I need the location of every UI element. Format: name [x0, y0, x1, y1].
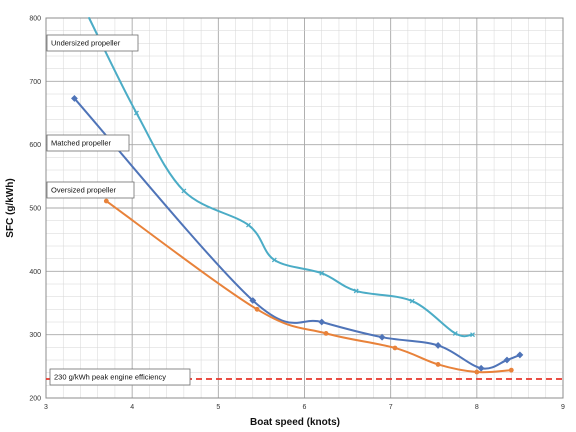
annotation-box-oversized [46, 181, 135, 199]
data-point-undersized [409, 298, 415, 304]
annotation-box-undersized [46, 34, 139, 52]
data-point-matched [503, 356, 511, 364]
data-point-oversized [474, 369, 480, 375]
y-tick-label: 600 [29, 142, 41, 149]
data-point-undersized [246, 222, 251, 228]
data-point-oversized [392, 345, 398, 351]
data-point-matched [434, 342, 442, 349]
data-point-oversized [323, 331, 329, 336]
data-point-matched [318, 318, 326, 326]
y-tick-label: 700 [29, 79, 41, 86]
data-point-undersized [470, 332, 475, 338]
annotation-label-undersized: Undersized propeller [51, 39, 121, 48]
y-tick-label: 300 [29, 332, 41, 339]
x-tick-label: 6 [303, 404, 307, 411]
data-point-matched [71, 95, 78, 102]
data-point-matched [249, 297, 257, 304]
data-point-undersized [452, 330, 458, 336]
data-point-undersized [319, 270, 325, 276]
annotations: Undersized propeller Matched propeller Ove… [46, 34, 191, 386]
data-point-undersized [181, 188, 187, 194]
y-tick-label: 200 [29, 396, 41, 403]
series-line-undersized [88, 17, 474, 338]
data-point-oversized [254, 306, 260, 312]
data-point-oversized [103, 198, 109, 204]
annotation-label-oversized: Oversized propeller [51, 186, 117, 195]
x-tick-label: 3 [44, 404, 48, 411]
plot-area-border [45, 17, 564, 399]
y-axis-title: SFC (g/kWh) [5, 178, 16, 237]
x-tick-label: 8 [475, 404, 479, 411]
x-tick-label: 7 [389, 404, 393, 411]
annotation-box-peak [49, 368, 191, 386]
data-point-undersized [134, 110, 139, 116]
y-tick-label: 800 [29, 16, 41, 23]
annotation-box-matched [46, 134, 130, 152]
tick-labels: 3 4 5 6 7 8 9 200 300 400 500 600 700 800 [29, 16, 565, 412]
x-tick-label: 5 [216, 404, 220, 411]
series-group [71, 17, 524, 375]
data-point-undersized [353, 288, 359, 294]
x-axis-title: Boat speed (knots) [250, 417, 340, 428]
annotation-label-matched: Matched propeller [51, 139, 112, 148]
data-point-oversized [508, 367, 514, 373]
y-tick-label: 400 [29, 269, 41, 276]
x-tick-label: 9 [561, 404, 565, 411]
x-tick-label: 4 [130, 404, 134, 411]
data-point-undersized [271, 257, 277, 263]
y-tick-label: 500 [29, 206, 41, 213]
data-point-matched [477, 364, 485, 372]
data-point-oversized [435, 362, 441, 367]
annotation-label-peak: 230 g/kWh peak engine efficiency [54, 373, 166, 382]
